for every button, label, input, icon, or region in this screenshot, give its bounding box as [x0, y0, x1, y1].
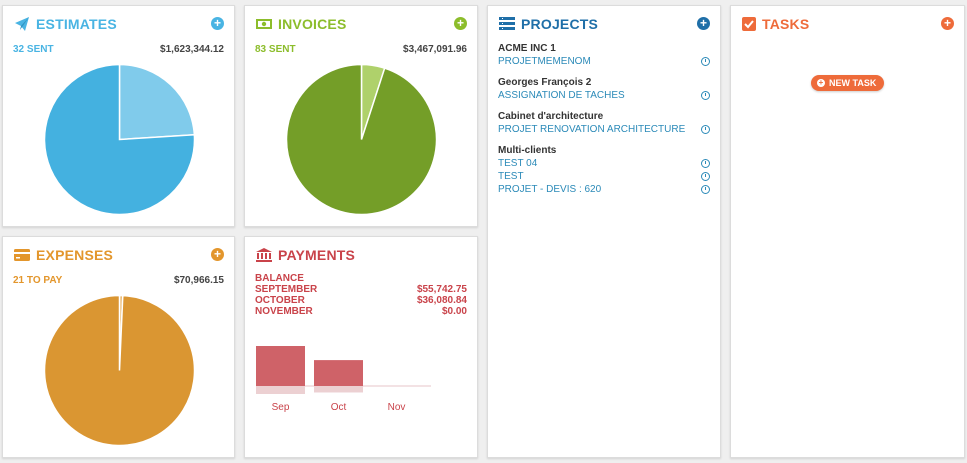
expenses-total: $70,966.15	[173, 275, 224, 286]
add-project-button[interactable]: +	[697, 17, 710, 30]
paper-plane-icon	[15, 17, 29, 31]
expenses-card: EXPENSES + 21 TO PAY $70,966.15	[2, 236, 235, 458]
project-group: ACME INC 1 PROJETMEMENOM	[498, 43, 710, 68]
balance-label: BALANCE	[255, 273, 304, 284]
projects-title[interactable]: PROJECTS	[499, 16, 598, 32]
invoices-card: INVOICES + 83 SENT $3,467,091.96	[244, 5, 478, 227]
project-item[interactable]: TEST 04	[498, 157, 710, 170]
list-icon	[499, 17, 515, 30]
payments-title-text: PAYMENTS	[278, 247, 356, 263]
payments-bar-chart: Sep Oct Nov	[256, 346, 431, 413]
expenses-title[interactable]: EXPENSES	[14, 247, 113, 263]
add-estimate-button[interactable]: +	[211, 17, 224, 30]
project-link[interactable]: ASSIGNATION DE TACHES	[498, 90, 625, 101]
bar-label: Sep	[272, 402, 290, 413]
estimates-title-text: ESTIMATES	[36, 16, 117, 32]
payment-month: OCTOBER	[255, 295, 305, 306]
project-link[interactable]: PROJETMEMENOM	[498, 56, 591, 67]
project-client-name: ACME INC 1	[498, 43, 556, 54]
tasks-card: TASKS + + NEW TASK	[730, 5, 965, 458]
payment-amount: $0.00	[441, 306, 467, 317]
tasks-title-text: TASKS	[762, 16, 810, 32]
new-task-label: NEW TASK	[829, 78, 877, 88]
project-item[interactable]: TEST	[498, 170, 710, 183]
estimates-card: ESTIMATES + 32 SENT $1,623,344.12	[2, 5, 235, 227]
bar-sep	[256, 346, 305, 386]
pie-slice-main	[43, 294, 196, 447]
payment-month: NOVEMBER	[255, 306, 313, 317]
clock-icon[interactable]	[701, 159, 710, 168]
payment-month: SEPTEMBER	[255, 284, 318, 295]
plus-icon: +	[817, 78, 825, 87]
payments-balance-row: BALANCE	[255, 273, 467, 284]
pie-slice-main	[285, 63, 438, 216]
checkbox-icon	[742, 17, 756, 31]
bar-reflection	[314, 386, 363, 393]
estimates-total: $1,623,344.12	[160, 44, 224, 55]
banknote-icon	[256, 19, 272, 29]
invoices-title-text: INVOICES	[278, 16, 347, 32]
project-link[interactable]: PROJET RENOVATION ARCHITECTURE	[498, 124, 686, 135]
payment-amount: $55,742.75	[416, 284, 467, 295]
clock-icon[interactable]	[701, 185, 710, 194]
invoices-pie-chart	[285, 63, 438, 216]
projects-card: PROJECTS + ACME INC 1 PROJETMEMENOM Geor…	[487, 5, 721, 458]
estimates-count: 32 SENT	[13, 44, 54, 55]
project-link[interactable]: TEST 04	[498, 158, 538, 169]
clock-icon[interactable]	[701, 125, 710, 134]
project-link[interactable]: PROJET - DEVIS : 620	[498, 184, 602, 195]
payment-amount: $36,080.84	[416, 295, 467, 306]
projects-list: ACME INC 1 PROJETMEMENOM Georges Françoi…	[498, 43, 710, 205]
expenses-count: 21 TO PAY	[13, 275, 63, 286]
payments-row: OCTOBER $36,080.84	[255, 295, 467, 306]
project-item[interactable]: PROJET - DEVIS : 620	[498, 183, 710, 196]
invoices-count: 83 SENT	[255, 44, 296, 55]
project-group: Multi-clients TEST 04 TEST PROJET - DEVI…	[498, 145, 710, 196]
clock-icon[interactable]	[701, 91, 710, 100]
payments-row: NOVEMBER $0.00	[255, 306, 467, 317]
pie-slice-secondary	[118, 63, 196, 141]
project-link[interactable]: TEST	[498, 171, 524, 182]
payments-title[interactable]: PAYMENTS	[256, 247, 355, 263]
clock-icon[interactable]	[701, 172, 710, 181]
bank-icon	[256, 248, 272, 262]
project-item[interactable]: PROJETMEMENOM	[498, 55, 710, 68]
project-client-name: Cabinet d'architecture	[498, 111, 604, 122]
pie-slice-main	[43, 63, 196, 216]
invoices-total: $3,467,091.96	[403, 44, 467, 55]
bar-label: Nov	[388, 402, 406, 413]
expenses-pie-chart	[43, 294, 196, 447]
bar-reflection	[256, 386, 305, 394]
project-client-name: Multi-clients	[498, 145, 557, 156]
expenses-title-text: EXPENSES	[36, 247, 114, 263]
add-expense-button[interactable]: +	[211, 248, 224, 261]
add-task-button[interactable]: +	[941, 17, 954, 30]
project-client-name: Georges François 2	[498, 77, 592, 88]
invoices-title[interactable]: INVOICES	[256, 16, 347, 32]
estimates-title[interactable]: ESTIMATES	[14, 16, 117, 32]
project-group: Cabinet d'architecture PROJET RENOVATION…	[498, 111, 710, 136]
project-item[interactable]: ASSIGNATION DE TACHES	[498, 89, 710, 102]
add-invoice-button[interactable]: +	[454, 17, 467, 30]
credit-card-icon	[14, 249, 30, 261]
payments-summary: BALANCE SEPTEMBER $55,742.75 OCTOBER $36…	[255, 273, 467, 317]
tasks-title[interactable]: TASKS	[742, 16, 809, 32]
bar-label: Oct	[331, 402, 347, 413]
payments-row: SEPTEMBER $55,742.75	[255, 284, 467, 295]
bar-oct	[314, 360, 363, 386]
estimates-pie-chart	[43, 63, 196, 216]
clock-icon[interactable]	[701, 57, 710, 66]
project-item[interactable]: PROJET RENOVATION ARCHITECTURE	[498, 123, 710, 136]
projects-title-text: PROJECTS	[521, 16, 599, 32]
payments-card: PAYMENTS BALANCE SEPTEMBER $55,742.75 OC…	[244, 236, 478, 458]
new-task-button[interactable]: + NEW TASK	[811, 75, 885, 91]
project-group: Georges François 2 ASSIGNATION DE TACHES	[498, 77, 710, 102]
